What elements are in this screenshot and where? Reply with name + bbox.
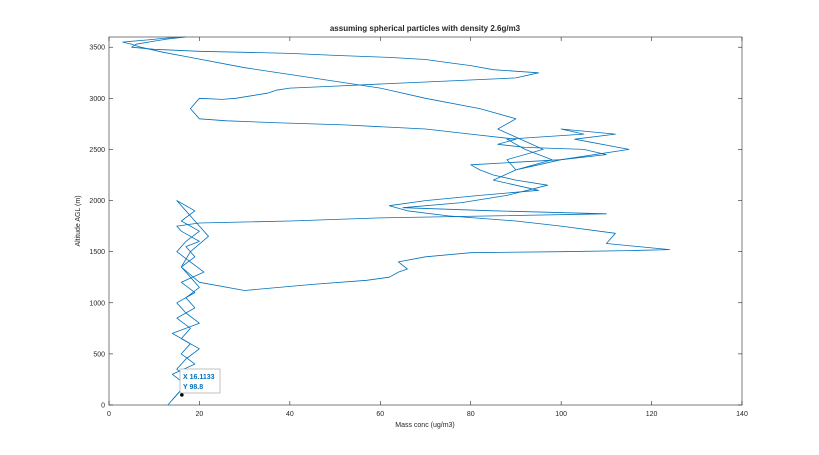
datatip-marker (180, 393, 184, 397)
y-tick-label: 3500 (89, 45, 105, 52)
y-tick-label: 1000 (89, 300, 105, 307)
x-axis: 0 20 40 60 80 100 120 140 (107, 37, 748, 418)
y-tick-label: 500 (93, 351, 105, 358)
plot-area (108, 36, 743, 406)
x-tick-label: 20 (196, 411, 204, 418)
datatip-y-text: Y 98.8 (183, 384, 203, 391)
y-tick-label: 0 (101, 403, 105, 410)
y-tick-label: 1500 (89, 249, 105, 256)
x-tick-label: 40 (286, 411, 294, 418)
x-tick-label: 60 (376, 411, 384, 418)
datatip-x-text: X 16.1133 (183, 374, 215, 381)
datatip-box (179, 368, 221, 394)
x-axis-label: Mass conc (ug/m3) (395, 422, 455, 429)
y-tick-label: 3000 (89, 96, 105, 103)
series-line-2 (131, 36, 607, 401)
chart-title: assuming spherical particles with densit… (330, 24, 521, 33)
y-axis: 0 500 1000 1500 2000 2500 3000 3500 (89, 45, 742, 410)
x-tick-label: 80 (467, 411, 475, 418)
series-line-1 (122, 36, 671, 406)
x-tick-label: 120 (646, 411, 658, 418)
series-layer (122, 36, 671, 406)
x-tick-label: 100 (555, 411, 567, 418)
x-tick-label: 140 (736, 411, 748, 418)
x-tick-label: 0 (107, 411, 111, 418)
datatip[interactable]: X 16.1133 Y 98.8 (179, 368, 221, 397)
y-tick-label: 2000 (89, 198, 105, 205)
y-tick-label: 2500 (89, 147, 105, 154)
y-axis-label: Altitude AGL (m) (75, 195, 82, 246)
